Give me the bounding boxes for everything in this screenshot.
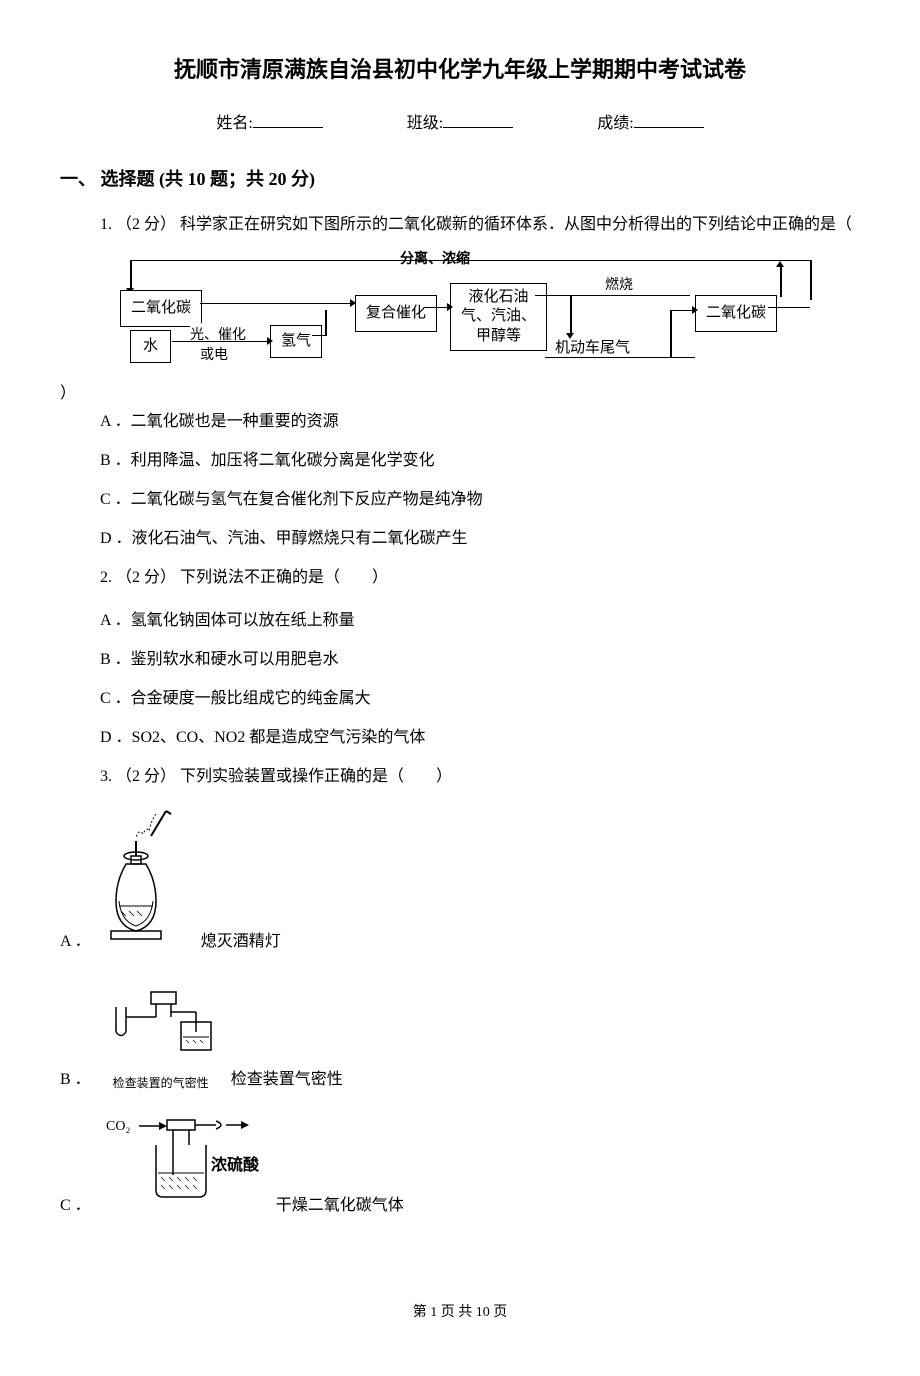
question-3: 3. （2 分） 下列实验装置或操作正确的是（ ） [100, 763, 860, 792]
line-to-exhaust [570, 295, 572, 333]
q2-optD: D ．SO2、CO、NO2 都是造成空气污染的气体 [100, 724, 860, 753]
h2so4-label: 浓硫酸 [211, 1155, 260, 1174]
alcohol-lamp-icon [101, 806, 191, 957]
label-elec: 或电 [200, 343, 228, 368]
q1-points: （2 分） [116, 216, 176, 233]
q3-optB-letter: B ． [60, 1066, 91, 1095]
q3-number: 3. [100, 768, 112, 785]
drying-co2-icon: CO₂ 浓硫酸 [101, 1115, 266, 1221]
q2-text: 下列说法不正确的是（ ） [180, 569, 388, 586]
section-number: 一、 [60, 169, 96, 189]
q1-closing: ） [60, 380, 860, 409]
line-left-down [130, 260, 132, 288]
q1-number: 1. [100, 216, 112, 233]
q3-optB-row: B ． 检查装置的气密性 检查装置气密性 [60, 977, 860, 1094]
q1-optD: D ．液化石油气、汽油、甲醇燃烧只有二氧化碳产生 [100, 525, 860, 554]
section-detail: (共 10 题；共 20 分) [159, 169, 315, 189]
q1-text: 科学家正在研究如下图所示的二氧化碳新的循环体系．从图中分析得出的下列结论中正确的… [180, 216, 852, 233]
line-h2-right [312, 335, 327, 337]
q3-optC-letter: C ． [60, 1192, 91, 1221]
box-fuel: 液化石油 气、汽油、 甲醇等 [450, 283, 547, 352]
section-title: 选择题 [101, 169, 155, 189]
class-label: 班级: [407, 115, 443, 132]
score-blank[interactable] [634, 112, 704, 128]
question-1: 1. （2 分） 科学家正在研究如下图所示的二氧化碳新的循环体系．从图中分析得出… [100, 211, 860, 240]
box-water: 水 [130, 330, 171, 363]
line-water-h2 [172, 341, 267, 343]
flow-diagram: 分离、浓缩 二氧化碳 水 氢气 光、催化 或电 复合催化 液化石油 [100, 255, 820, 365]
fuel-line3: 甲醇等 [461, 327, 536, 347]
q3-optB-text: 检查装置气密性 [231, 1066, 343, 1095]
name-blank[interactable] [253, 112, 323, 128]
q3-text: 下列实验装置或操作正确的是（ ） [180, 768, 452, 785]
q3-optB-caption: 检查装置的气密性 [101, 1073, 221, 1095]
line-co2-cat [200, 303, 350, 305]
q3-optA-text: 熄灭酒精灯 [201, 928, 281, 957]
line-exhaust-under [545, 357, 695, 359]
student-info-row: 姓名: 班级: 成绩: [60, 110, 860, 139]
q1-optC: C ．二氧化碳与氢气在复合催化剂下反应产物是纯净物 [100, 486, 860, 515]
q1-optA: A ．二氧化碳也是一种重要的资源 [100, 408, 860, 437]
q2-optA: A ．氢氧化钠固体可以放在纸上称量 [100, 607, 860, 636]
section-header: 一、 选择题 (共 10 题；共 20 分) [60, 163, 860, 195]
box-catalyst: 复合催化 [355, 295, 437, 332]
name-field: 姓名: [216, 110, 322, 139]
line-right-down [810, 260, 812, 300]
score-field: 成绩: [597, 110, 703, 139]
line-to-co2r [670, 310, 692, 312]
line-h2-up [325, 310, 327, 335]
q3-optC-text: 干燥二氧化碳气体 [276, 1192, 404, 1221]
line-top [130, 260, 810, 262]
box-co2-right: 二氧化碳 [695, 295, 777, 332]
fuel-line1: 液化石油 [461, 288, 536, 308]
box-co2-left: 二氧化碳 [120, 290, 202, 327]
q1-optB: B ．利用降温、加压将二氧化碳分离是化学变化 [100, 447, 860, 476]
box-h2: 氢气 [270, 325, 322, 358]
line-cat-fuel [425, 307, 447, 309]
line-co2r-up [780, 267, 782, 297]
class-field: 班级: [407, 110, 513, 139]
q3-optA-letter: A ． [60, 928, 91, 957]
q3-optC-row: C ． CO₂ 浓硫酸 干燥二氧化碳气体 [60, 1115, 860, 1221]
line-co2r-right [768, 307, 810, 309]
page-footer: 第 1 页 共 10 页 [60, 1300, 860, 1325]
name-label: 姓名: [216, 115, 252, 132]
q1-diagram: 分离、浓缩 二氧化碳 水 氢气 光、催化 或电 复合催化 液化石油 [100, 255, 860, 365]
co2-label: CO₂ [106, 1119, 130, 1134]
line-fuel-right [535, 295, 690, 297]
q2-optC: C ．合金硬度一般比组成它的纯金属大 [100, 685, 860, 714]
fuel-line2: 气、汽油、 [461, 307, 536, 327]
q2-optB: B ．鉴别软水和硬水可以用肥皂水 [100, 646, 860, 675]
line-exhaust-up [670, 310, 672, 357]
q2-points: （2 分） [116, 569, 176, 586]
score-label: 成绩: [597, 115, 633, 132]
question-2: 2. （2 分） 下列说法不正确的是（ ） [100, 564, 860, 593]
q3-optA-row: A ． 熄灭酒精灯 [60, 806, 860, 957]
airtight-check-icon: 检查装置的气密性 [101, 977, 221, 1094]
class-blank[interactable] [443, 112, 513, 128]
q3-points: （2 分） [116, 768, 176, 785]
q2-number: 2. [100, 569, 112, 586]
exam-title: 抚顺市清原满族自治县初中化学九年级上学期期中考试试卷 [60, 50, 860, 90]
